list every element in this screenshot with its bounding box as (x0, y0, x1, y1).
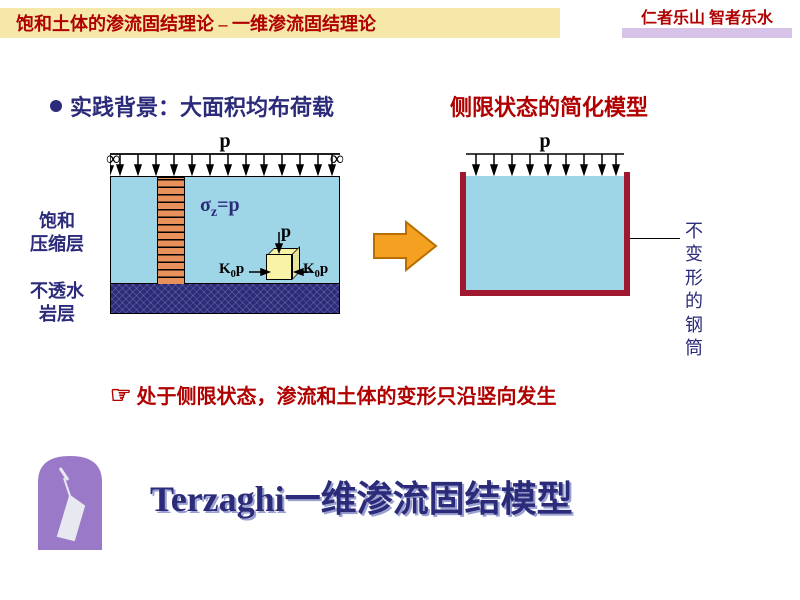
p-label-right: p (539, 130, 550, 153)
layer2-label: 不透水岩层 (30, 280, 84, 327)
bullet-row: 实践背景：大面积均布荷载 (50, 90, 334, 122)
model-title: 侧限状态的简化模型 (450, 90, 648, 122)
p-cube-label: p (281, 221, 291, 242)
load-arrows-right (460, 152, 630, 176)
left-diagram: p ∞ ∞ (110, 158, 340, 318)
right-diagram: p 不变形的钢筒 (460, 158, 630, 308)
callout-text: 不变形的钢筒 (685, 220, 703, 360)
bedrock-layer (110, 284, 340, 314)
bullet-text: 实践背景：大面积均布荷载 (70, 90, 334, 122)
load-arrows-left-set (110, 152, 340, 176)
note-text: ☞ 处于侧限状态，渗流和土体的变形只沿竖向发生 (110, 380, 557, 410)
tube-wall-left (460, 172, 466, 296)
stress-column (157, 177, 185, 285)
callout-line (630, 238, 680, 239)
motto-text: 仁者乐山 智者乐水 (622, 4, 792, 28)
pointer-icon: ☞ (110, 383, 132, 409)
p-label-left: p (219, 130, 230, 153)
tube-fill (466, 176, 624, 290)
layer1-label: 饱和压缩层 (30, 210, 84, 257)
main-title: Terzaghi一维渗流固结模型 (150, 470, 573, 522)
header-bar: 饱和土体的渗流固结理论 – 一维渗流固结理论 (0, 8, 560, 38)
sigma-eq: σz=p (200, 194, 240, 221)
k0p-right: K0p (303, 261, 328, 280)
tube-wall-right (624, 172, 630, 296)
tube-wall-bottom (460, 290, 630, 296)
steel-tube (460, 176, 630, 296)
soil-layer: p K0p K0p (110, 176, 340, 284)
k0p-left: K0p (219, 261, 244, 280)
big-arrow-icon (370, 218, 440, 274)
bullet-icon (50, 100, 62, 112)
motto-underline (622, 28, 792, 38)
trowel-icon (30, 450, 110, 550)
